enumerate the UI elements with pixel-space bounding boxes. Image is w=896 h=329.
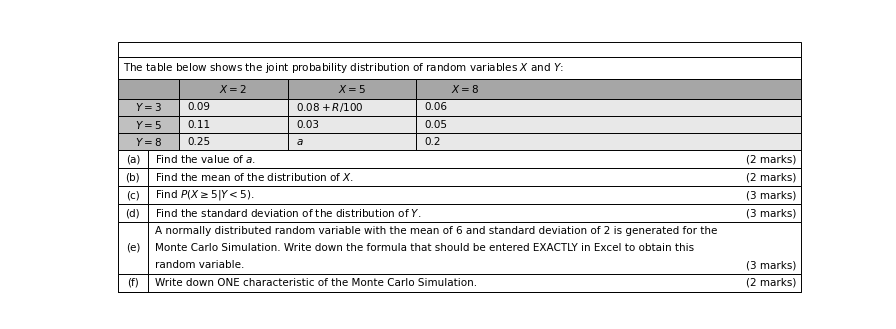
Text: $X = 8$: $X = 8$ bbox=[451, 83, 479, 95]
Bar bbox=[117, 204, 148, 222]
Text: Find $P(X \geq 5|Y < 5)$.: Find $P(X \geq 5|Y < 5)$. bbox=[155, 188, 254, 202]
Text: 0.11: 0.11 bbox=[187, 119, 211, 130]
Bar bbox=[416, 133, 801, 150]
Text: (3 marks): (3 marks) bbox=[746, 260, 797, 270]
Bar bbox=[117, 274, 801, 291]
Text: $Y =5$: $Y =5$ bbox=[134, 118, 161, 131]
Bar bbox=[416, 79, 801, 99]
Text: (c): (c) bbox=[126, 190, 140, 200]
Bar bbox=[117, 168, 148, 186]
Bar bbox=[117, 133, 179, 150]
Bar bbox=[288, 99, 416, 116]
Text: (3 marks): (3 marks) bbox=[746, 190, 797, 200]
Text: $Y =8$: $Y =8$ bbox=[134, 136, 161, 148]
Bar bbox=[416, 99, 801, 116]
Bar bbox=[416, 99, 514, 116]
Bar bbox=[117, 186, 148, 204]
Text: Write down ONE characteristic of the Monte Carlo Simulation.: Write down ONE characteristic of the Mon… bbox=[155, 278, 478, 288]
Text: 0.03: 0.03 bbox=[297, 119, 319, 130]
Text: 0.25: 0.25 bbox=[187, 137, 211, 147]
Bar bbox=[117, 204, 801, 222]
Bar bbox=[288, 79, 416, 99]
Bar bbox=[117, 99, 179, 116]
Bar bbox=[416, 116, 514, 133]
Text: (b): (b) bbox=[125, 172, 140, 182]
Bar bbox=[117, 57, 801, 79]
Text: (a): (a) bbox=[125, 154, 140, 164]
Bar bbox=[179, 133, 288, 150]
Bar bbox=[179, 116, 288, 133]
Text: Monte Carlo Simulation. Write down the formula that should be entered EXACTLY in: Monte Carlo Simulation. Write down the f… bbox=[155, 243, 694, 253]
Bar bbox=[416, 79, 514, 99]
Bar bbox=[416, 116, 801, 133]
Text: $Y =3$: $Y =3$ bbox=[134, 101, 161, 114]
Bar bbox=[117, 116, 179, 133]
Bar bbox=[117, 42, 801, 57]
Text: (2 marks): (2 marks) bbox=[746, 172, 797, 182]
Text: $X =2$: $X =2$ bbox=[220, 83, 247, 95]
Text: $X =5$: $X =5$ bbox=[338, 83, 366, 95]
Text: random variable.: random variable. bbox=[155, 260, 245, 270]
Text: Find the mean of the distribution of $X$.: Find the mean of the distribution of $X$… bbox=[155, 171, 354, 183]
Bar bbox=[179, 79, 288, 99]
Text: A normally distributed random variable with the mean of 6 and standard deviation: A normally distributed random variable w… bbox=[155, 226, 718, 236]
Text: (2 marks): (2 marks) bbox=[746, 278, 797, 288]
Bar bbox=[117, 186, 801, 204]
Bar bbox=[117, 150, 801, 168]
Text: (2 marks): (2 marks) bbox=[746, 154, 797, 164]
Text: $a$: $a$ bbox=[297, 137, 304, 147]
Text: (e): (e) bbox=[125, 243, 140, 253]
Text: 0.06: 0.06 bbox=[424, 102, 447, 113]
Bar bbox=[117, 222, 148, 274]
Bar bbox=[117, 150, 148, 168]
Bar bbox=[117, 79, 179, 99]
Bar bbox=[288, 133, 416, 150]
Text: 0.05: 0.05 bbox=[424, 119, 447, 130]
Text: 0.09: 0.09 bbox=[187, 102, 211, 113]
Text: $0.08 + R/100$: $0.08 + R/100$ bbox=[297, 101, 364, 114]
Text: 0.2: 0.2 bbox=[424, 137, 441, 147]
Bar bbox=[117, 222, 801, 274]
Text: The table below shows the joint probability distribution of random variables $X$: The table below shows the joint probabil… bbox=[123, 61, 564, 75]
Bar bbox=[117, 168, 801, 186]
Bar bbox=[416, 133, 514, 150]
Bar bbox=[288, 116, 416, 133]
Text: (3 marks): (3 marks) bbox=[746, 208, 797, 218]
Text: Find the standard deviation of the distribution of $Y$.: Find the standard deviation of the distr… bbox=[155, 207, 422, 219]
Bar bbox=[179, 99, 288, 116]
Text: (f): (f) bbox=[127, 278, 139, 288]
Text: (d): (d) bbox=[125, 208, 140, 218]
Bar bbox=[117, 274, 148, 291]
Text: Find the value of $a$.: Find the value of $a$. bbox=[155, 153, 256, 165]
